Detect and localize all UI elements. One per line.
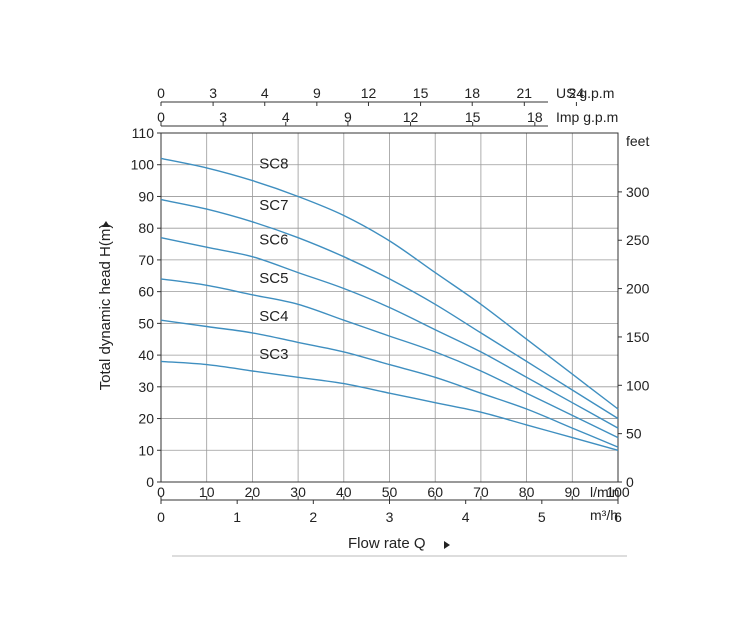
imp-gpm-tick-label: 18 xyxy=(527,109,543,125)
curve-label-sc8: SC8 xyxy=(259,156,288,173)
m3h-tick-label: 0 xyxy=(157,509,165,525)
y-tick-label: 0 xyxy=(146,474,154,490)
us-gpm-axis-unit: US g.p.m xyxy=(556,85,614,101)
x-tick-label: 40 xyxy=(336,484,352,500)
us-gpm-tick-label: 3 xyxy=(209,85,217,101)
y-tick-label: 80 xyxy=(138,220,154,236)
y-tick-label: 110 xyxy=(132,125,155,141)
x-tick-label: 20 xyxy=(245,484,261,500)
x-tick-label: 10 xyxy=(199,484,215,500)
curve-label-sc5: SC5 xyxy=(259,270,288,287)
chart-grid xyxy=(161,133,618,482)
imp-gpm-tick-label: 0 xyxy=(157,109,165,125)
m3h-axis-unit: m³/h xyxy=(590,507,618,523)
feet-tick-label: 50 xyxy=(626,426,642,442)
y-tick-label: 40 xyxy=(138,347,154,363)
m3h-tick-label: 5 xyxy=(538,509,546,525)
x-axis-unit: l/min xyxy=(590,484,620,500)
x-tick-label: 60 xyxy=(427,484,443,500)
us-gpm-tick-label: 18 xyxy=(464,85,480,101)
m3h-tick-label: 1 xyxy=(233,509,241,525)
us-gpm-tick-label: 12 xyxy=(361,85,377,101)
feet-tick-label: 200 xyxy=(626,281,650,297)
y-tick-label: 30 xyxy=(138,379,154,395)
x-tick-label: 80 xyxy=(519,484,535,500)
curve-label-sc6: SC6 xyxy=(259,232,288,249)
x-axis-arrow xyxy=(444,541,450,549)
y-tick-label: 100 xyxy=(131,157,155,173)
x-tick-label: 100 xyxy=(606,484,630,500)
x-tick-label: 70 xyxy=(473,484,489,500)
us-gpm-tick-label: 9 xyxy=(313,85,321,101)
y-tick-label: 90 xyxy=(138,188,154,204)
imp-gpm-axis-unit: Imp g.p.m xyxy=(556,109,618,125)
imp-gpm-tick-label: 3 xyxy=(219,109,227,125)
feet-tick-label: 0 xyxy=(626,474,634,490)
plot-frame xyxy=(160,132,619,483)
y-tick-label: 60 xyxy=(138,284,154,300)
m3h-tick-label: 3 xyxy=(386,509,394,525)
us-gpm-tick-label: 0 xyxy=(157,85,165,101)
x-tick-label: 30 xyxy=(290,484,306,500)
feet-tick-label: 100 xyxy=(626,377,650,393)
feet-tick-label: 250 xyxy=(626,232,650,248)
curve-sc6 xyxy=(160,237,619,429)
imp-gpm-tick-label: 12 xyxy=(403,109,419,125)
m3h-tick-label: 2 xyxy=(309,509,317,525)
feet-axis-unit: feet xyxy=(626,133,649,149)
feet-tick-label: 150 xyxy=(626,329,650,345)
imp-gpm-tick-label: 4 xyxy=(282,109,290,125)
curve-label-sc7: SC7 xyxy=(259,197,288,214)
performance-curves: SC8 SC7 SC6 SC5 SC4 SC3 xyxy=(160,156,619,451)
curve-sc8 xyxy=(160,157,619,410)
y-tick-label: 10 xyxy=(138,442,154,458)
imp-gpm-tick-label: 15 xyxy=(465,109,481,125)
imp-gpm-tick-label: 9 xyxy=(344,109,352,125)
curve-sc5 xyxy=(160,278,619,439)
y-tick-label: 20 xyxy=(138,411,154,427)
curve-sc7 xyxy=(160,198,619,420)
m3h-tick-label: 4 xyxy=(462,509,470,525)
curve-sc4 xyxy=(160,319,619,448)
x-axis-title: Flow rate Q xyxy=(348,535,426,552)
curve-label-sc3: SC3 xyxy=(259,346,288,363)
x-tick-label: 0 xyxy=(157,484,165,500)
x-tick-label: 90 xyxy=(565,484,581,500)
x-tick-label: 50 xyxy=(382,484,398,500)
y-axis-arrow xyxy=(102,221,110,227)
us-gpm-tick-label: 21 xyxy=(517,85,533,101)
curve-label-sc4: SC4 xyxy=(259,308,288,325)
us-gpm-tick-label: 4 xyxy=(261,85,269,101)
y-axis-title: Total dynamic head H(m) xyxy=(97,224,114,391)
us-gpm-tick-label: 24 xyxy=(569,85,585,101)
us-gpm-tick-label: 15 xyxy=(413,85,429,101)
m3h-tick-label: 6 xyxy=(614,509,622,525)
curve-sc3 xyxy=(160,360,619,451)
feet-tick-label: 300 xyxy=(626,184,650,200)
y-tick-label: 50 xyxy=(138,315,154,331)
y-tick-label: 70 xyxy=(138,252,154,268)
